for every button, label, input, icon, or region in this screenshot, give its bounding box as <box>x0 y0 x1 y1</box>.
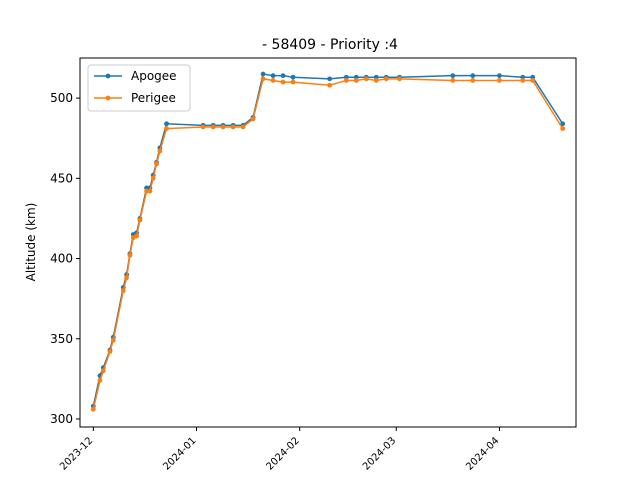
perigee-data-point <box>240 124 246 130</box>
y-tick-label: 450 <box>50 171 73 185</box>
apogee-data-point <box>260 71 266 77</box>
perigee-data-point <box>134 233 139 239</box>
perigee-legend-marker <box>105 95 111 101</box>
perigee-data-point <box>200 124 206 130</box>
perigee-data-point <box>327 82 333 88</box>
apogee-data-point <box>327 76 333 82</box>
perigee-data-point <box>120 288 126 294</box>
perigee-data-point <box>290 79 296 85</box>
perigee-data-point <box>260 76 266 82</box>
plot-frame <box>79 57 577 428</box>
x-tick-label: 2024-02 <box>264 435 301 472</box>
perigee-legend-label: Perigee <box>131 91 176 105</box>
apogee-data-point <box>470 73 476 79</box>
apogee-data-point <box>290 74 296 80</box>
perigee-data-point <box>373 78 379 83</box>
perigee-data-point <box>343 78 349 83</box>
apogee-series-line <box>92 73 564 407</box>
x-tick-label: 2024-03 <box>361 435 398 472</box>
perigee-series-line <box>92 78 564 410</box>
chart-title: - 58409 - Priority :4 <box>262 37 398 53</box>
perigee-data-point <box>520 78 526 83</box>
y-tick-label: 350 <box>50 332 73 346</box>
perigee-data-point <box>220 124 226 130</box>
perigee-data-point <box>127 252 133 258</box>
y-tick-label: 500 <box>50 91 73 105</box>
y-axis: 300 350 400 450 500 <box>50 91 80 426</box>
apogee-data-point <box>280 73 286 79</box>
perigee-data-point <box>230 124 236 130</box>
perigee-data-point <box>397 76 402 82</box>
perigee-data-point <box>164 126 169 131</box>
perigee-data-point <box>100 368 106 374</box>
y-tick-label: 400 <box>50 252 73 266</box>
apogee-legend-marker <box>105 73 111 79</box>
perigee-data-point <box>137 217 143 223</box>
perigee-data-point <box>450 78 456 83</box>
perigee-data-point <box>90 406 96 412</box>
perigee-data-point <box>154 161 159 167</box>
perigee-data-point <box>107 349 113 354</box>
perigee-data-point <box>497 78 502 83</box>
x-tick-label: 2024-04 <box>464 435 501 472</box>
x-tick-label: 2023-12 <box>58 435 95 472</box>
perigee-data-point <box>383 76 389 82</box>
perigee-data-point <box>250 116 256 122</box>
perigee-data-point <box>144 188 149 194</box>
y-axis-title: Altitude (km) <box>24 203 38 282</box>
perigee-data-point <box>270 78 276 83</box>
perigee-data-point <box>97 378 103 383</box>
perigee-data-point <box>210 124 216 130</box>
x-tick-label: 2024-01 <box>161 435 198 472</box>
perigee-data-point <box>560 126 566 131</box>
apogee-data-point <box>497 73 502 79</box>
x-axis: 2023-12 2024-01 2024-02 2024-03 2024-04 <box>58 427 502 473</box>
plot-area <box>79 57 577 428</box>
perigee-data-point <box>124 275 130 281</box>
perigee-data-point <box>353 78 359 83</box>
perigee-data-point <box>110 337 116 343</box>
perigee-data-point <box>280 79 286 85</box>
apogee-data-point <box>164 121 169 127</box>
apogee-data-point <box>270 73 276 79</box>
apogee-data-point <box>450 73 456 79</box>
perigee-data-point <box>470 78 476 83</box>
perigee-data-point <box>363 76 369 82</box>
perigee-data-point <box>150 175 156 181</box>
y-tick-label: 300 <box>50 412 73 426</box>
perigee-data-point <box>147 188 153 194</box>
perigee-data-point <box>530 78 536 83</box>
apogee-data-point <box>560 121 566 127</box>
apogee-legend-label: Apogee <box>131 69 177 83</box>
perigee-data-point <box>157 148 163 154</box>
legend: Apogee Perigee <box>87 64 191 112</box>
